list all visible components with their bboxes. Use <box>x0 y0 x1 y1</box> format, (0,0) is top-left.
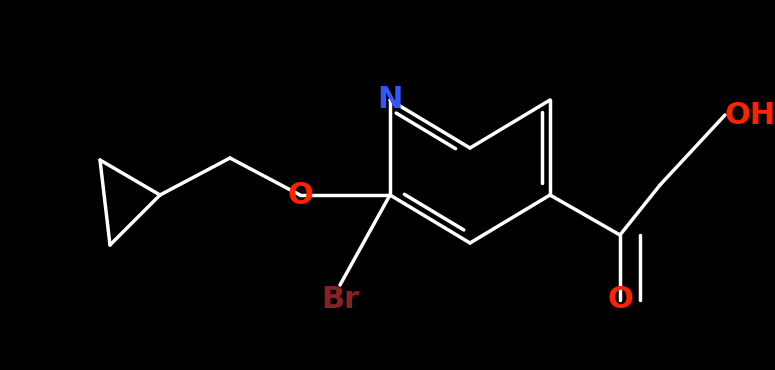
Text: OH: OH <box>725 101 775 130</box>
Text: N: N <box>377 85 403 114</box>
Text: O: O <box>287 181 313 209</box>
Text: O: O <box>607 286 633 314</box>
Text: Br: Br <box>321 285 359 314</box>
